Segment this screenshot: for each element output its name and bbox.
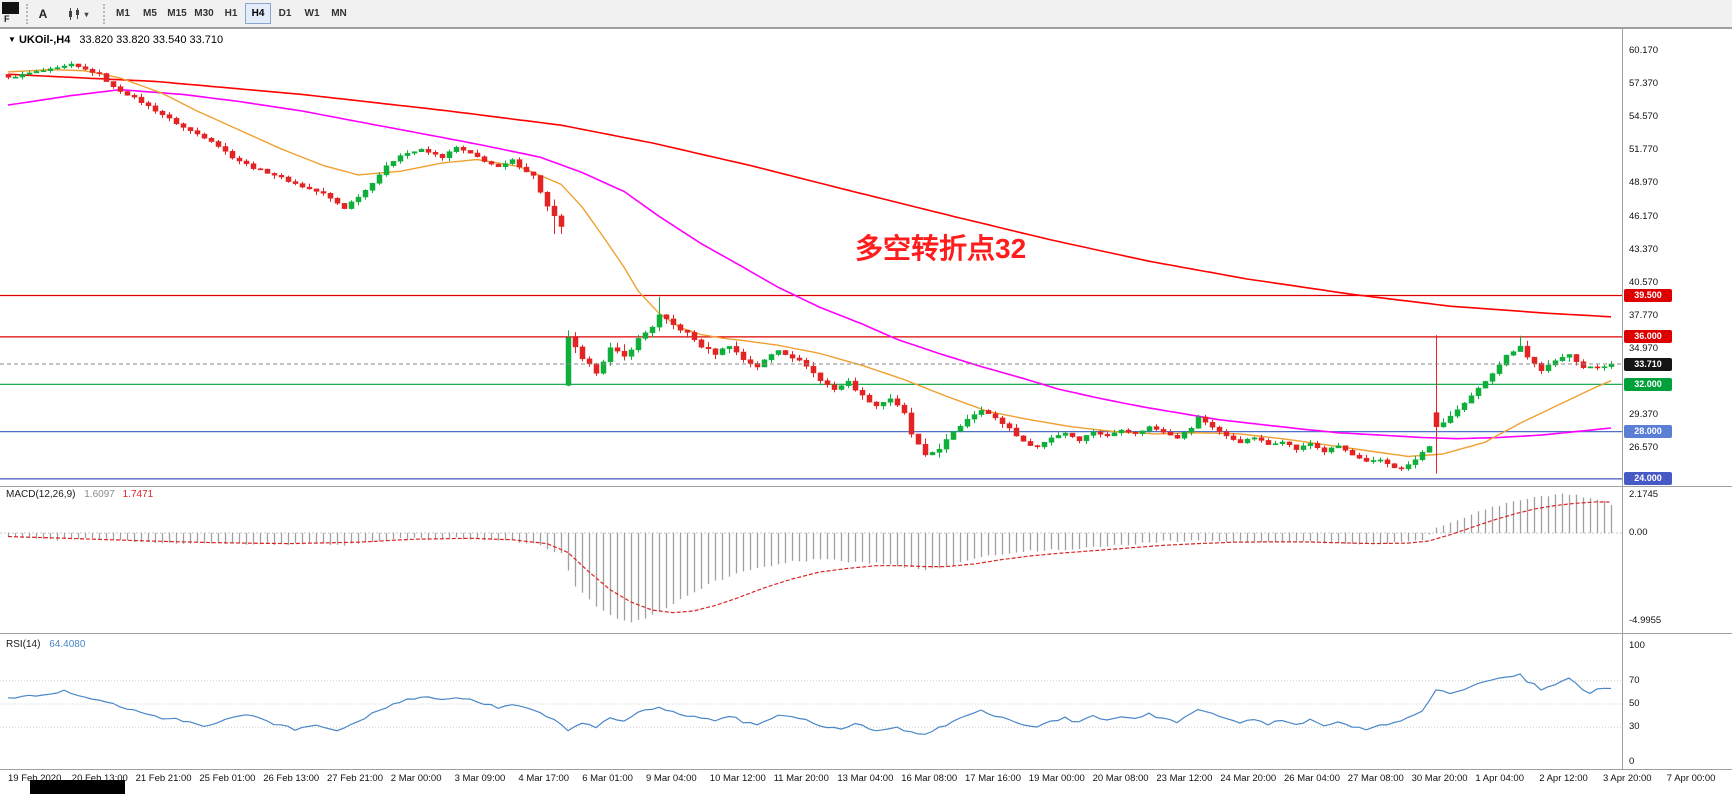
time-axis-label: 9 Mar 04:00 <box>646 773 697 784</box>
macd-indicator-label-row: MACD(12,26,9) 1.6097 1.7471 <box>6 489 153 500</box>
time-axis-label: 21 Feb 21:00 <box>135 773 192 784</box>
price-axis-label: 43.370 <box>1629 243 1659 255</box>
price-axis-label: 60.170 <box>1629 45 1659 56</box>
time-axis-label: 19 Feb 2020 <box>8 773 62 784</box>
time-axis-label: 20 Feb 13:00 <box>71 773 128 784</box>
time-axis-label: 19 Mar 00:00 <box>1028 773 1085 784</box>
moving-averages <box>7 68 1612 458</box>
rsi-value: 64.4080 <box>49 639 86 650</box>
price-badge: 39.500 <box>1624 289 1672 303</box>
chevron-down-icon: ▾ <box>84 9 89 19</box>
timeframe-button-m1[interactable]: M1 <box>116 8 130 19</box>
macd-axis-label: 2.1745 <box>1629 488 1659 500</box>
time-axis[interactable]: 19 Feb 2020 20 Feb 13:00 21 Feb 21:00 25 Fe… <box>0 770 1732 795</box>
time-axis-label: 2 Mar 00:00 <box>390 773 442 784</box>
timeframe-button-h1[interactable]: H1 <box>224 8 238 19</box>
app-icon-label: F <box>4 14 10 24</box>
rsi-axis-label: 70 <box>1629 674 1640 686</box>
price-axis-label: 37.770 <box>1629 309 1659 321</box>
time-axis-label: 25 Feb 01:00 <box>199 773 256 784</box>
time-axis-label: 26 Feb 13:00 <box>263 773 320 784</box>
time-axis-label: 10 Mar 12:00 <box>709 773 766 784</box>
rsi-axis-label: 50 <box>1629 698 1640 709</box>
time-axis-label: 11 Mar 20:00 <box>773 773 829 784</box>
time-axis-label: 20 Mar 08:00 <box>1092 773 1149 784</box>
rsi-axis-label: 100 <box>1629 640 1645 651</box>
timeframe-button-h4[interactable]: H4 <box>245 3 271 24</box>
toolbar-separator <box>103 4 105 24</box>
price-axis-label: 40.570 <box>1629 276 1659 288</box>
time-axis-label: 24 Mar 20:00 <box>1220 773 1277 784</box>
time-axis-label: 6 Mar 01:00 <box>582 773 633 784</box>
chart-annotation-text[interactable]: 多空转折点32 <box>855 233 1027 264</box>
time-axis-label: 3 Mar 09:00 <box>454 773 506 784</box>
price-badge: 24.000 <box>1624 472 1672 486</box>
time-axis-label: 27 Feb 21:00 <box>327 773 383 784</box>
candles <box>5 61 1615 474</box>
price-badge: 32.000 <box>1624 377 1672 391</box>
toolbar: F A ▾ M1 M5 M15 M30 H1 H4 D1 W1 MN <box>0 0 1732 28</box>
candlestick-chart-icon <box>69 8 80 20</box>
rsi-axis-label: 30 <box>1629 721 1640 733</box>
time-axis-label: 2 Apr 12:00 <box>1539 773 1588 784</box>
timeframe-button-m15[interactable]: M15 <box>167 8 187 19</box>
timeframe-button-w1[interactable]: W1 <box>304 8 320 19</box>
app-icon <box>2 2 19 14</box>
ohlc-values: 33.820 33.820 33.540 33.710 <box>79 34 224 46</box>
collapse-triangle-icon[interactable]: ▼ <box>8 35 16 44</box>
price-axis-label: 46.170 <box>1629 210 1659 222</box>
rsi-indicator-label-row: RSI(14) 64.4080 <box>6 639 85 650</box>
rsi-panel <box>0 673 1622 735</box>
price-axis-label: 57.370 <box>1629 78 1659 90</box>
time-axis-label: 23 Mar 12:00 <box>1156 773 1213 784</box>
price-axis-label: 26.570 <box>1629 442 1659 454</box>
annotations-button[interactable]: A <box>38 7 48 21</box>
symbol-info-line: ▼ UKOil-,H4 33.820 33.820 33.540 33.710 <box>8 34 223 46</box>
price-badge: 28.000 <box>1624 425 1672 439</box>
panel-separators <box>0 28 1732 770</box>
price-axis[interactable]: 60.170 57.370 54.570 51.770 48.970 46.170 43.3… <box>1623 28 1732 770</box>
macd-panel <box>0 493 1622 623</box>
price-axis-label: 51.770 <box>1629 144 1659 156</box>
time-axis-label: 7 Apr 00:00 <box>1666 773 1716 784</box>
timeframe-button-m30[interactable]: M30 <box>194 8 214 19</box>
chart-type-button[interactable]: ▾ <box>59 3 97 25</box>
time-axis-label: 30 Mar 20:00 <box>1411 773 1468 784</box>
time-axis-label: 4 Mar 17:00 <box>518 773 570 784</box>
horizontal-level-lines <box>0 294 1622 480</box>
timeframe-button-mn[interactable]: MN <box>331 8 347 19</box>
symbol-name: UKOil-,H4 <box>18 34 71 46</box>
time-axis-label: 3 Apr 20:00 <box>1603 773 1652 784</box>
time-axis-label: 1 Apr 04:00 <box>1475 773 1524 784</box>
timeframe-button-m5[interactable]: M5 <box>143 8 157 19</box>
price-axis-label: 54.570 <box>1629 111 1659 123</box>
rsi-label: RSI(14) <box>6 639 41 650</box>
macd-axis-label: 0.00 <box>1629 527 1648 538</box>
timeframe-button-d1[interactable]: D1 <box>278 8 292 19</box>
macd-main-value: 1.6097 <box>84 489 115 500</box>
price-axis-label: 29.370 <box>1629 409 1659 421</box>
price-axis-label: 34.970 <box>1629 343 1659 355</box>
bottom-left-black-box <box>30 780 125 794</box>
price-badge: 33.710 <box>1624 357 1672 371</box>
rsi-axis-label: 0 <box>1629 756 1635 767</box>
time-axis-label: 26 Mar 04:00 <box>1284 773 1340 784</box>
time-axis-label: 13 Mar 04:00 <box>837 773 894 784</box>
price-badge: 36.000 <box>1624 330 1672 344</box>
time-axis-label: 17 Mar 16:00 <box>965 773 1021 784</box>
macd-label: MACD(12,26,9) <box>6 489 76 500</box>
macd-axis-label: -4.9955 <box>1629 615 1662 627</box>
toolbar-separator <box>26 4 28 24</box>
price-axis-label: 48.970 <box>1629 177 1659 189</box>
time-axis-label: 27 Mar 08:00 <box>1347 773 1404 784</box>
macd-signal-value: 1.7471 <box>122 489 154 500</box>
time-axis-label: 16 Mar 08:00 <box>901 773 958 784</box>
